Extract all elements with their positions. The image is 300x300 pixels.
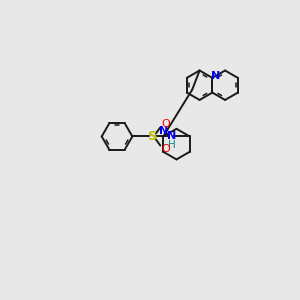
Text: N: N [159,126,169,136]
Text: O: O [161,143,170,154]
Text: O: O [161,119,170,129]
Text: H: H [168,140,176,150]
Text: S: S [148,130,158,143]
Text: N: N [167,131,177,142]
Text: N: N [211,71,220,81]
